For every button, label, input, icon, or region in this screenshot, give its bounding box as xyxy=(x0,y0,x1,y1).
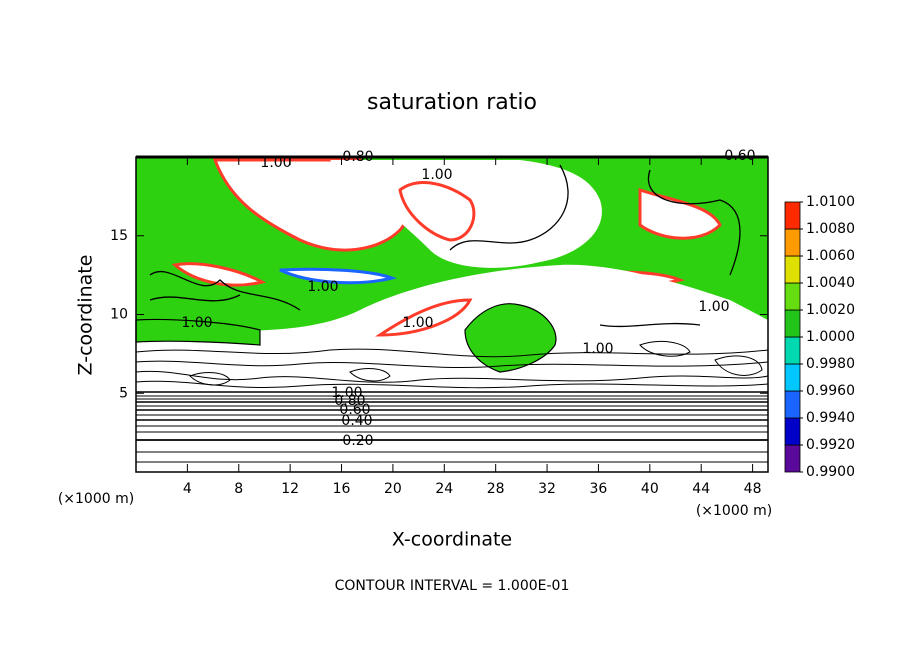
colorbar-segment xyxy=(784,255,801,284)
contour-label: 0.60 xyxy=(339,402,370,418)
contour-field xyxy=(135,157,769,463)
colorbar-label: 0.9960 xyxy=(806,383,855,399)
contour-label: 1.00 xyxy=(260,155,291,171)
colorbar-segment xyxy=(784,444,801,473)
x-tick-label: 8 xyxy=(234,481,243,497)
footer: CONTOUR INTERVAL = 1.000E-01 xyxy=(335,578,570,594)
colorbar-label: 1.0080 xyxy=(806,221,855,237)
colorbar-label: 1.0020 xyxy=(806,302,855,318)
colorbar-segment xyxy=(784,336,801,365)
contour-label: 1.00 xyxy=(698,299,729,315)
x-tick-label: 36 xyxy=(590,481,608,497)
colorbar-segment xyxy=(784,417,801,446)
colorbar-label: 0.9980 xyxy=(806,356,855,372)
colorbar-label: 1.0100 xyxy=(806,194,855,210)
x-tick-label: 48 xyxy=(744,481,762,497)
contour-label: 1.00 xyxy=(181,315,212,331)
chart-title: saturation ratio xyxy=(367,90,537,115)
contour-label: 1.00 xyxy=(582,341,613,357)
colorbar-label: 1.0040 xyxy=(806,275,855,291)
contour-label: 0.60 xyxy=(724,148,755,164)
y-tick-label: 5 xyxy=(119,385,128,401)
contour-label: 0.80 xyxy=(334,393,365,409)
colorbar-segment xyxy=(784,282,801,311)
x-tick-label: 40 xyxy=(641,481,659,497)
x-tick-label: 44 xyxy=(692,481,710,497)
x-axis-label: X-coordinate xyxy=(392,529,512,551)
contour-label: 1.00 xyxy=(307,279,338,295)
y-tick-label: 10 xyxy=(110,307,128,323)
contour-label: 0.80 xyxy=(342,149,373,165)
contour-label: 0.40 xyxy=(341,413,372,429)
colorbar-label: 1.0060 xyxy=(806,248,855,264)
colorbar-segment xyxy=(784,201,801,230)
colorbar-segment xyxy=(784,309,801,338)
colorbar-label: 0.9900 xyxy=(806,464,855,480)
contour-label: 1.00 xyxy=(421,167,452,183)
colorbar-label: 0.9940 xyxy=(806,410,855,426)
x-tick-label: 12 xyxy=(281,481,299,497)
x-tick-label: 32 xyxy=(538,481,556,497)
x-unit: (×1000 m) xyxy=(696,503,772,519)
x-unit: (×1000 m) xyxy=(58,491,134,507)
colorbar-segment xyxy=(784,228,801,257)
y-axis-label: Z-coordinate xyxy=(75,255,97,376)
x-tick-label: 24 xyxy=(435,481,453,497)
colorbar-label: 1.0000 xyxy=(806,329,855,345)
colorbar-segment xyxy=(784,390,801,419)
contour-label: 1.00 xyxy=(402,315,433,331)
x-tick-label: 28 xyxy=(487,481,505,497)
x-tick-label: 20 xyxy=(384,481,402,497)
contour-label: 0.20 xyxy=(342,433,373,449)
colorbar-label: 0.9920 xyxy=(806,437,855,453)
x-tick-label: 16 xyxy=(333,481,351,497)
x-tick-label: 4 xyxy=(183,481,192,497)
y-tick-label: 15 xyxy=(110,228,128,244)
colorbar-segment xyxy=(784,363,801,392)
contour-label: 1.00 xyxy=(331,385,362,401)
